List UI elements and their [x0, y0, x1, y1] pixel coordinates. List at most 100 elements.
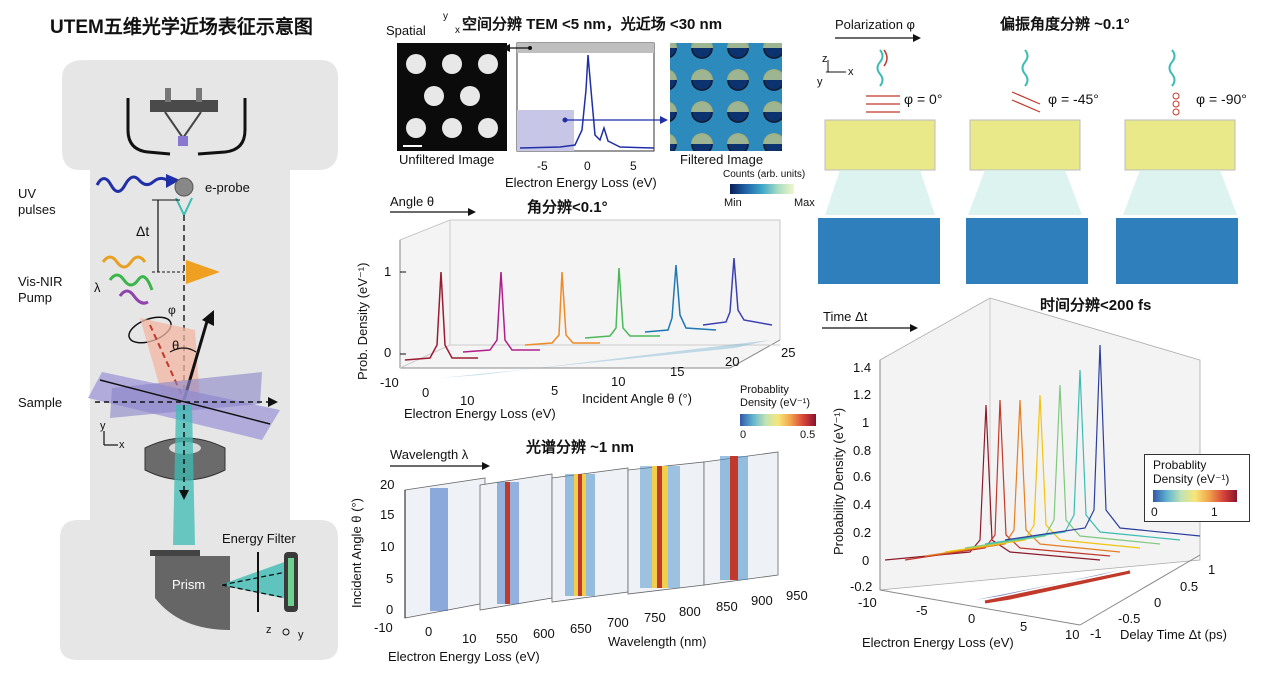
schematic-axis-x: x — [119, 439, 125, 451]
sample-label: Sample — [18, 395, 63, 410]
pol-panel-0 — [818, 49, 940, 284]
pol-axis-x: x — [848, 66, 854, 78]
wehnelt-left — [126, 98, 171, 156]
pol-axis-z: z — [822, 53, 828, 65]
time-ytick-02: 0.2 — [853, 525, 872, 540]
time-xtick-m5: -5 — [916, 603, 928, 618]
e-probe-ball — [174, 177, 194, 197]
angle-heading: 角分辨<0.1° — [527, 199, 608, 216]
time-dtick-m1: -1 — [1090, 626, 1102, 641]
counts-colorbar — [730, 184, 794, 194]
time-ytick-08: 0.8 — [853, 443, 872, 458]
wavelength-heading: 光谱分辨 ~1 nm — [526, 439, 634, 456]
angle-xlabel: Electron Energy Loss (eV) — [404, 406, 556, 421]
time-colorbar — [1153, 490, 1237, 502]
wl-ytick-5: 5 — [386, 571, 394, 586]
wl-wtick-850: 850 — [716, 599, 738, 614]
angle-cb-tick-0: 0 — [740, 429, 747, 441]
wl-wlabel: Wavelength (nm) — [608, 634, 707, 649]
spatial-xlabel: Electron Energy Loss (eV) — [505, 175, 657, 190]
wl-xlabel: Electron Energy Loss (eV) — [388, 649, 540, 664]
angle-arrow-label: Angle θ — [390, 194, 435, 209]
phi-label: φ — [168, 303, 176, 317]
time-3d-box — [879, 297, 1201, 591]
wavelength-arrow-label: Wavelength λ — [390, 447, 469, 462]
time-cb-tick-0: 0 — [1151, 505, 1158, 519]
theta-label: θ — [172, 338, 180, 353]
angle-ztick-10: 10 — [611, 374, 626, 389]
electron-gun-plate — [150, 100, 218, 112]
time-dlabel: Delay Time Δt (ps) — [1120, 627, 1227, 642]
pol-axis-y: y — [817, 76, 823, 88]
angle-zlabel: Incident Angle θ (°) — [582, 391, 692, 406]
wl-wtick-650: 650 — [570, 621, 592, 636]
pol-panel-1 — [966, 49, 1088, 284]
spatial-axis-x: x — [455, 25, 460, 36]
time-xtick-5: 5 — [1020, 619, 1028, 634]
angle-cb-tick-05: 0.5 — [800, 429, 816, 441]
e-probe-label: e-probe — [205, 180, 250, 195]
angle-xtick-1: 0 — [422, 385, 430, 400]
wl-wtick-750: 750 — [644, 610, 666, 625]
angle-xtick-0: -10 — [380, 375, 399, 390]
schematic-axis-y: y — [100, 420, 106, 432]
time-ylabel: Probability Density (eV⁻¹) — [831, 407, 846, 555]
spatial-label: Spatial — [386, 23, 426, 38]
wl-ytick-0: 0 — [386, 602, 394, 617]
pol-phi-90: φ = -90° — [1196, 91, 1247, 107]
counts-cb-min: Min — [724, 197, 742, 209]
angle-colorbar — [740, 414, 816, 426]
time-ytick-12: 1.2 — [853, 387, 872, 402]
spatial-tick-1: 0 — [584, 159, 591, 173]
filter-axis-y: y — [298, 629, 304, 641]
time-cb-title: Probablity Density (eV⁻¹) — [1153, 458, 1230, 486]
time-xtick-0: 0 — [968, 611, 976, 626]
time-dtick-m05: -0.5 — [1118, 611, 1141, 626]
zlp-curve — [519, 54, 655, 149]
wl-wtick-600: 600 — [533, 626, 555, 641]
pol-phi-45: φ = -45° — [1048, 91, 1099, 107]
time-dtick-0: 0 — [1154, 595, 1162, 610]
pump-spectrum — [186, 260, 220, 284]
time-cb-tick-1: 1 — [1211, 505, 1218, 519]
wl-ytick-15: 15 — [380, 507, 395, 522]
prism — [155, 556, 230, 630]
time-ytick-1: 1 — [862, 415, 870, 430]
time-arrow-label: Time Δt — [823, 309, 868, 324]
time-xtick-m10: -10 — [858, 595, 877, 610]
time-ytick-06: 0.6 — [853, 469, 872, 484]
angle-ztick-5: 5 — [551, 383, 559, 398]
time-xlabel: Electron Energy Loss (eV) — [862, 635, 1014, 650]
pump-wave — [101, 255, 147, 269]
time-ytick-0: 0 — [862, 553, 870, 568]
time-curves — [884, 344, 1201, 561]
time-heading: 时间分辨<200 fs — [1040, 297, 1152, 314]
pump-label: Vis-NIR Pump — [18, 274, 63, 306]
figure-title: UTEM五维光学近场表征示意图 — [50, 17, 313, 38]
time-ytick-04: 0.4 — [853, 497, 872, 512]
wl-wtick-800: 800 — [679, 604, 701, 619]
counts-cb-max: Max — [794, 197, 815, 209]
wl-xtick-0: 0 — [425, 624, 433, 639]
spatial-tick-2: 5 — [630, 159, 637, 173]
photocathode — [178, 136, 188, 146]
wl-xtick-10: 10 — [462, 631, 477, 646]
wl-xtick-m10: -10 — [374, 620, 393, 635]
angle-ztick-25: 25 — [781, 345, 796, 360]
time-legend-box — [1144, 454, 1250, 522]
angle-xtick-2: 10 — [460, 393, 475, 408]
unfiltered-label: Unfiltered Image — [399, 152, 495, 167]
angle-peaks — [404, 257, 773, 361]
angle-ztick-15: 15 — [670, 364, 685, 379]
wavelength-slices — [404, 451, 779, 619]
wl-ytick-10: 10 — [380, 539, 395, 554]
angle-ytick-1: 1 — [384, 264, 392, 279]
lambda-label: λ — [94, 280, 101, 295]
wl-wtick-700: 700 — [607, 615, 629, 630]
dt-label: Δt — [136, 223, 150, 239]
